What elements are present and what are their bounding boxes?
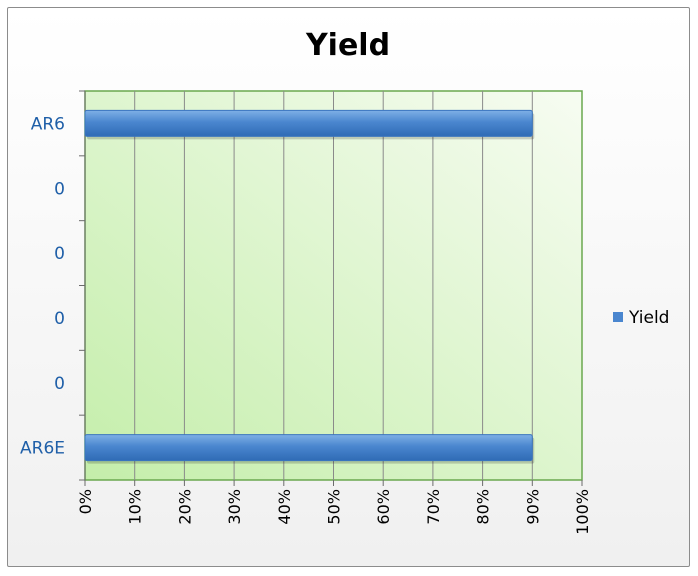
x-tick-label: 40% [275, 489, 294, 525]
x-tick-label: 0% [76, 489, 95, 514]
y-tick-label: AR6 [31, 114, 65, 134]
x-tick-label: 90% [523, 489, 542, 525]
x-tick-label: 50% [325, 489, 344, 525]
legend-label: Yield [628, 308, 669, 328]
y-tick-label: 0 [54, 374, 65, 394]
gridlines [134, 91, 533, 480]
bars [84, 109, 535, 464]
bar [84, 434, 533, 462]
x-tick-label: 20% [175, 489, 194, 525]
x-tick-label: 10% [126, 489, 145, 525]
x-tick-label: 60% [374, 489, 393, 525]
x-axis: 0% 10% 20% 30% 40% 50% 60% 70% 80% 90% 100% [76, 480, 592, 535]
bar [84, 109, 533, 137]
y-tick-label: AR6E [20, 439, 65, 459]
y-axis: AR6 0 0 0 0 AR6E [20, 90, 86, 481]
x-tick-label: 70% [424, 489, 443, 525]
x-tick-label: 100% [573, 489, 592, 535]
y-tick-label: 0 [54, 244, 65, 264]
x-tick-label: 80% [474, 489, 493, 525]
legend: Yield [613, 308, 669, 328]
chart-title: Yield [305, 28, 390, 63]
y-tick-label: 0 [54, 309, 65, 329]
y-tick-label: 0 [54, 179, 65, 199]
x-tick-label: 30% [225, 489, 244, 525]
legend-swatch [613, 312, 623, 322]
